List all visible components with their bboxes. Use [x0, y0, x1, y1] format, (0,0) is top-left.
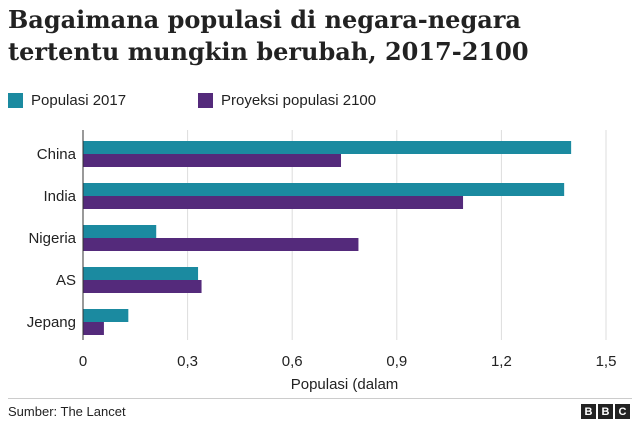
category-label: Jepang [27, 314, 76, 331]
chart-title: Bagaimana populasi di negara-negara tert… [8, 5, 529, 66]
x-tick-label: 0,6 [282, 353, 303, 370]
bar-china-2017 [83, 141, 572, 154]
bar-jepang-2100 [83, 322, 104, 335]
category-label: China [37, 146, 77, 163]
legend-item-2017: Populasi 2017 [8, 92, 126, 109]
bbc-logo-letter: B [598, 404, 613, 419]
bar-as-2017 [83, 267, 199, 280]
category-label: Nigeria [28, 230, 76, 247]
bbc-logo: B B C [581, 404, 630, 419]
bar-nigeria-2017 [83, 225, 157, 238]
legend-swatch-2017 [8, 93, 23, 108]
bbc-logo-letter: B [581, 404, 596, 419]
legend-label-2100: Proyeksi populasi 2100 [221, 92, 377, 109]
bar-chart: China India Nigeria AS Jepang 0 0,3 0,6 0,9 1,2 1,… [27, 130, 617, 393]
category-label: AS [56, 272, 76, 289]
bar-as-2100 [83, 280, 202, 293]
x-axis-label: Populasi (dalam [291, 376, 399, 393]
x-tick-label: 1,2 [491, 353, 512, 370]
x-tick-label: 1,5 [596, 353, 617, 370]
legend-label-2017: Populasi 2017 [31, 92, 127, 109]
bar-jepang-2017 [83, 309, 129, 322]
legend: Populasi 2017 Proyeksi populasi 2100 [8, 92, 628, 112]
bar-india-2017 [83, 183, 565, 196]
x-tick-label: 0,9 [386, 353, 407, 370]
source-note: Sumber: The Lancet [8, 404, 126, 419]
category-label: India [43, 188, 76, 205]
bar-nigeria-2100 [83, 238, 359, 251]
legend-swatch-2100 [198, 93, 213, 108]
bbc-logo-letter: C [615, 404, 630, 419]
x-tick-label: 0,3 [177, 353, 198, 370]
bar-china-2100 [83, 154, 342, 167]
x-tick-label: 0 [79, 353, 87, 370]
bar-india-2100 [83, 196, 464, 209]
legend-item-2100: Proyeksi populasi 2100 [198, 92, 376, 109]
footer-divider [8, 398, 632, 399]
